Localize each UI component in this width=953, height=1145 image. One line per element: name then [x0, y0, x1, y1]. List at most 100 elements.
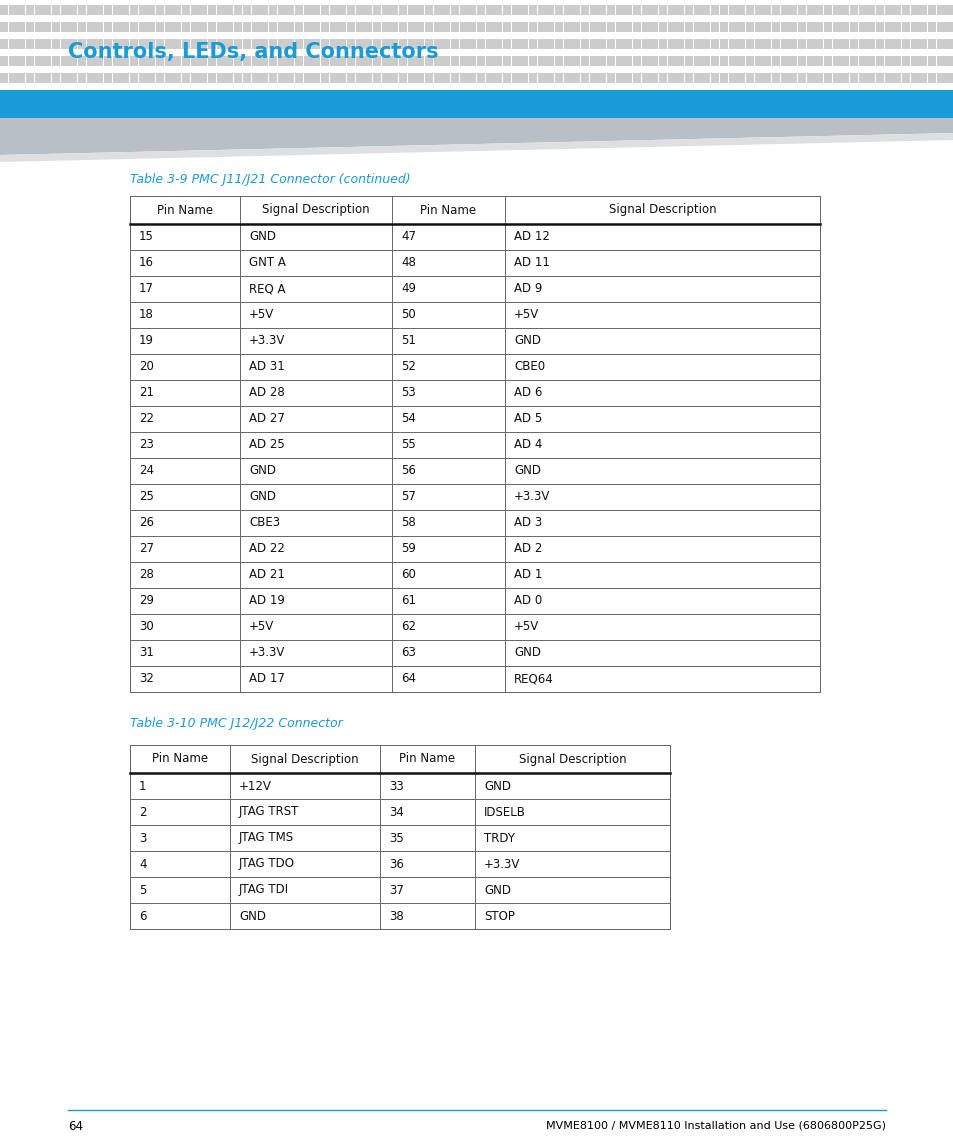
Bar: [26, 39, 34, 49]
Bar: [606, 56, 615, 66]
Bar: [693, 73, 701, 82]
Bar: [294, 5, 302, 15]
Bar: [659, 39, 666, 49]
Bar: [771, 22, 779, 32]
Bar: [641, 5, 649, 15]
Bar: [468, 22, 476, 32]
Bar: [398, 5, 407, 15]
Bar: [459, 5, 467, 15]
Bar: [841, 56, 848, 66]
Text: 3: 3: [139, 831, 146, 845]
Bar: [546, 39, 554, 49]
Bar: [70, 22, 77, 32]
Bar: [537, 56, 545, 66]
Bar: [936, 56, 943, 66]
Bar: [130, 196, 820, 692]
Text: 22: 22: [139, 412, 153, 426]
Bar: [225, 22, 233, 32]
Bar: [866, 39, 874, 49]
Bar: [563, 22, 571, 32]
Bar: [355, 22, 363, 32]
Bar: [70, 39, 77, 49]
Bar: [762, 5, 770, 15]
Bar: [451, 73, 458, 82]
Bar: [364, 5, 372, 15]
Bar: [858, 5, 865, 15]
Bar: [52, 56, 60, 66]
Bar: [286, 22, 294, 32]
Bar: [9, 5, 16, 15]
Bar: [43, 73, 51, 82]
Text: 48: 48: [400, 256, 416, 269]
Bar: [633, 5, 640, 15]
Text: +12V: +12V: [239, 780, 272, 792]
Bar: [494, 22, 502, 32]
Bar: [468, 39, 476, 49]
Bar: [165, 56, 172, 66]
Text: 38: 38: [389, 909, 403, 923]
Bar: [910, 5, 918, 15]
Bar: [659, 22, 666, 32]
Text: AD 31: AD 31: [249, 361, 284, 373]
Text: AD 22: AD 22: [249, 543, 285, 555]
Bar: [910, 73, 918, 82]
Bar: [502, 56, 511, 66]
Bar: [208, 39, 216, 49]
Bar: [173, 56, 181, 66]
Bar: [252, 22, 259, 32]
Bar: [832, 5, 840, 15]
Bar: [61, 73, 69, 82]
Bar: [606, 22, 615, 32]
Bar: [373, 73, 380, 82]
Bar: [182, 39, 190, 49]
Bar: [589, 5, 598, 15]
Text: 26: 26: [139, 516, 153, 529]
Bar: [511, 39, 519, 49]
Bar: [199, 56, 207, 66]
Bar: [320, 73, 329, 82]
Text: +5V: +5V: [249, 621, 274, 633]
Bar: [901, 56, 909, 66]
Bar: [52, 73, 60, 82]
Bar: [875, 22, 883, 32]
Bar: [34, 39, 43, 49]
Bar: [312, 56, 320, 66]
Bar: [0, 5, 8, 15]
Bar: [624, 5, 632, 15]
Bar: [580, 73, 588, 82]
Bar: [121, 39, 130, 49]
Bar: [216, 39, 225, 49]
Text: 63: 63: [400, 647, 416, 660]
Text: AD 1: AD 1: [514, 569, 542, 582]
Bar: [225, 5, 233, 15]
Bar: [494, 73, 502, 82]
Bar: [26, 5, 34, 15]
Text: Table 3-10 PMC J12/J22 Connector: Table 3-10 PMC J12/J22 Connector: [130, 717, 342, 731]
Bar: [883, 73, 892, 82]
Bar: [416, 22, 424, 32]
Bar: [606, 39, 615, 49]
Bar: [303, 5, 312, 15]
Bar: [26, 56, 34, 66]
Bar: [563, 39, 571, 49]
Bar: [78, 73, 86, 82]
Bar: [684, 56, 693, 66]
Bar: [424, 5, 433, 15]
Bar: [606, 5, 615, 15]
Text: AD 19: AD 19: [249, 594, 285, 608]
Bar: [737, 73, 744, 82]
Bar: [216, 22, 225, 32]
Bar: [849, 56, 857, 66]
Bar: [572, 56, 579, 66]
Bar: [451, 56, 458, 66]
Bar: [598, 73, 606, 82]
Bar: [468, 56, 476, 66]
Bar: [243, 22, 251, 32]
Bar: [390, 22, 397, 32]
Bar: [684, 5, 693, 15]
Text: Signal Description: Signal Description: [518, 752, 626, 766]
Text: 54: 54: [400, 412, 416, 426]
Bar: [260, 73, 268, 82]
Bar: [338, 5, 346, 15]
Bar: [788, 39, 797, 49]
